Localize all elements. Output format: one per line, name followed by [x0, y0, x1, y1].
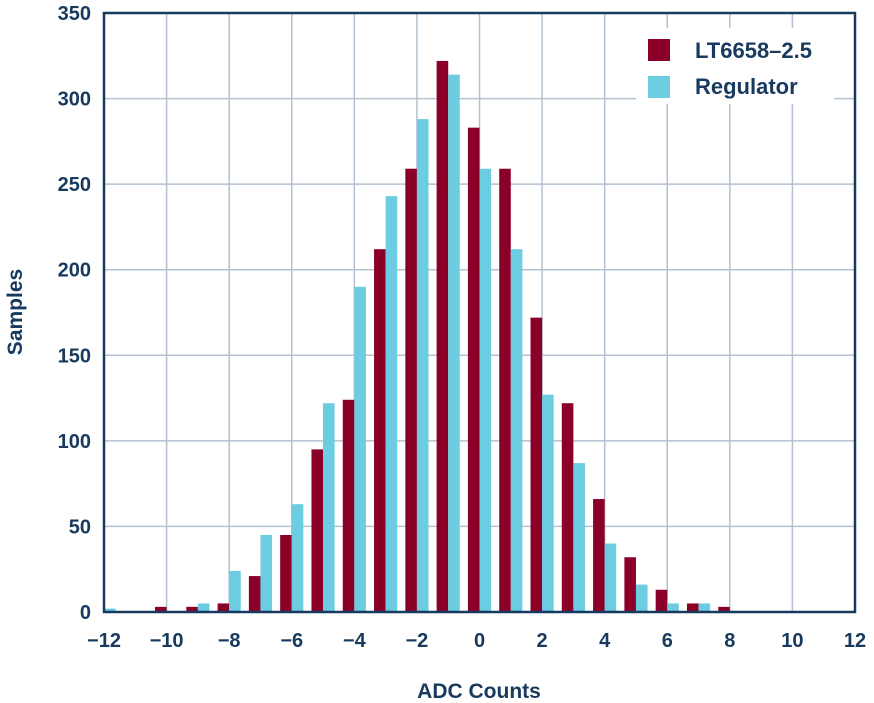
- bar-regulator: [448, 74, 460, 613]
- plot-frame: [102, 11, 857, 614]
- y-tick-label: 0: [80, 602, 91, 624]
- bar-lt6658: [342, 399, 355, 612]
- y-tick-labels: 0 50 100 150 200 250 300 350: [58, 3, 91, 624]
- x-tick-label: 12: [844, 630, 866, 652]
- bar-regulator: [104, 608, 116, 612]
- legend: LT6658–2.5 Regulator: [636, 28, 834, 104]
- x-axis-title: ADC Counts: [417, 680, 541, 703]
- bar-regulator: [542, 394, 554, 612]
- bar-lt6658: [436, 60, 449, 613]
- bar-lt6658: [311, 449, 324, 612]
- bar-lt6658: [655, 589, 668, 612]
- y-tick-label: 350: [58, 3, 91, 25]
- bar-regulator: [573, 463, 585, 612]
- y-tick-label: 200: [58, 260, 91, 282]
- legend-swatch-lt6658: [648, 39, 670, 61]
- legend-swatch-regulator: [648, 76, 670, 98]
- bar-regulator: [510, 249, 523, 612]
- bar-regulator: [416, 119, 429, 613]
- x-tick-label: −4: [343, 630, 367, 652]
- bar-lt6658: [561, 403, 574, 612]
- bar-regulator: [635, 584, 648, 612]
- bar-lt6658: [467, 127, 480, 613]
- x-tick-label: 8: [724, 630, 735, 652]
- x-tick-label: 10: [781, 630, 803, 652]
- legend-label-regulator: Regulator: [695, 74, 798, 99]
- bar-regulator: [604, 543, 617, 612]
- bar-lt6658: [624, 557, 636, 612]
- bar-lt6658: [405, 168, 417, 613]
- y-axis-title: Samples: [4, 269, 27, 355]
- x-tick-label: −2: [406, 630, 429, 652]
- bar-lt6658: [530, 317, 543, 612]
- x-tick-label: 4: [599, 630, 611, 652]
- bar-regulator: [698, 603, 711, 612]
- bar-regulator: [260, 534, 273, 612]
- bar-regulator: [229, 570, 241, 612]
- bar-lt6658: [217, 603, 230, 612]
- bar-regulator: [667, 603, 679, 612]
- y-tick-label: 250: [58, 174, 91, 196]
- x-tick-label: −8: [218, 630, 241, 652]
- bar-regulator: [323, 403, 335, 612]
- legend-label-lt6658: LT6658–2.5: [695, 38, 812, 63]
- bar-lt6658: [593, 499, 605, 612]
- x-tick-label: −10: [150, 630, 184, 652]
- bar-lt6658: [155, 606, 167, 612]
- bar-regulator: [291, 504, 304, 612]
- bar-regulator: [479, 168, 492, 613]
- bar-lt6658: [248, 576, 261, 612]
- bar-lt6658: [686, 603, 699, 612]
- bar-lt6658: [186, 606, 198, 612]
- y-tick-label: 150: [58, 345, 91, 367]
- x-tick-label: 0: [474, 630, 485, 652]
- x-tick-label: −6: [280, 630, 303, 652]
- bar-lt6658: [374, 249, 386, 612]
- bar-lt6658: [718, 606, 730, 612]
- bar-lt6658: [280, 534, 292, 612]
- bars: [104, 60, 730, 613]
- bar-lt6658: [499, 168, 511, 613]
- y-tick-label: 100: [58, 431, 91, 453]
- bar-regulator: [354, 286, 366, 612]
- x-tick-label: −12: [87, 630, 121, 652]
- y-tick-label: 300: [58, 89, 91, 111]
- x-tick-labels: −12 −10 −8 −6 −4 −2 0 2 4 6 8 10 12: [87, 630, 866, 652]
- y-tick-label: 50: [69, 516, 91, 538]
- bar-regulator: [385, 196, 398, 612]
- x-tick-label: 6: [662, 630, 673, 652]
- x-tick-label: 2: [537, 630, 548, 652]
- bar-regulator: [197, 603, 210, 612]
